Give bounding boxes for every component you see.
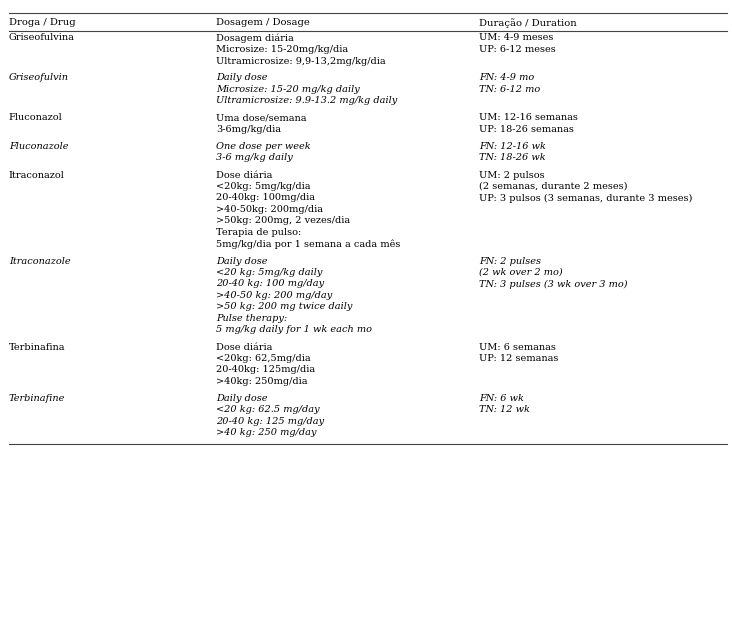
Text: Droga / Drug: Droga / Drug: [9, 18, 75, 27]
Text: FN: 12-16 wk
TN: 18-26 wk: FN: 12-16 wk TN: 18-26 wk: [479, 142, 546, 162]
Text: Dosagem diária
Microsize: 15-20mg/kg/dia
Ultramicrosize: 9,9-13,2mg/kg/dia: Dosagem diária Microsize: 15-20mg/kg/dia…: [216, 34, 386, 66]
Text: Itraconazol: Itraconazol: [9, 170, 64, 180]
Text: Daily dose
<20 kg: 62.5 mg/day
20-40 kg: 125 mg/day
>40 kg: 250 mg/day: Daily dose <20 kg: 62.5 mg/day 20-40 kg:…: [216, 394, 324, 437]
Text: UM: 2 pulsos
(2 semanas, durante 2 meses)
UP: 3 pulsos (3 semanas, durante 3 mes: UM: 2 pulsos (2 semanas, durante 2 meses…: [479, 170, 692, 203]
Text: Duração / Duration: Duração / Duration: [479, 18, 578, 28]
Text: Fluconazole: Fluconazole: [9, 142, 68, 151]
Text: Dose diária
<20kg: 62,5mg/dia
20-40kg: 125mg/dia
>40kg: 250mg/dia: Dose diária <20kg: 62,5mg/dia 20-40kg: 1…: [216, 343, 315, 386]
Text: Uma dose/semana
3-6mg/kg/dia: Uma dose/semana 3-6mg/kg/dia: [216, 113, 307, 134]
Text: UM: 6 semanas
UP: 12 semanas: UM: 6 semanas UP: 12 semanas: [479, 343, 559, 363]
Text: Terbinafine: Terbinafine: [9, 394, 65, 403]
Text: FN: 4-9 mo
TN: 6-12 mo: FN: 4-9 mo TN: 6-12 mo: [479, 73, 541, 94]
Text: Dose diária
<20kg: 5mg/kg/dia
20-40kg: 100mg/dia
>40-50kg: 200mg/dia
>50kg: 200m: Dose diária <20kg: 5mg/kg/dia 20-40kg: 1…: [216, 170, 400, 249]
Text: Terbinafina: Terbinafina: [9, 343, 65, 351]
Text: FN: 6 wk
TN: 12 wk: FN: 6 wk TN: 12 wk: [479, 394, 531, 414]
Text: Itraconazole: Itraconazole: [9, 256, 70, 266]
Text: One dose per week
3-6 mg/kg daily: One dose per week 3-6 mg/kg daily: [216, 142, 310, 162]
Text: FN: 2 pulses
(2 wk over 2 mo)
TN: 3 pulses (3 wk over 3 mo): FN: 2 pulses (2 wk over 2 mo) TN: 3 puls…: [479, 256, 628, 289]
Text: Fluconazol: Fluconazol: [9, 113, 62, 123]
Text: Griseofulvin: Griseofulvin: [9, 73, 69, 83]
Text: Daily dose
Microsize: 15-20 mg/kg daily
Ultramicrosize: 9.9-13.2 mg/kg daily: Daily dose Microsize: 15-20 mg/kg daily …: [216, 73, 397, 105]
Text: UM: 12-16 semanas
UP: 18-26 semanas: UM: 12-16 semanas UP: 18-26 semanas: [479, 113, 578, 134]
Text: Daily dose
<20 kg: 5mg/kg daily
20-40 kg: 100 mg/day
>40-50 kg: 200 mg/day
>50 k: Daily dose <20 kg: 5mg/kg daily 20-40 kg…: [216, 256, 372, 334]
Text: UM: 4-9 meses
UP: 6-12 meses: UM: 4-9 meses UP: 6-12 meses: [479, 34, 556, 54]
Text: Griseofulvina: Griseofulvina: [9, 34, 75, 42]
Text: Dosagem / Dosage: Dosagem / Dosage: [216, 18, 310, 27]
